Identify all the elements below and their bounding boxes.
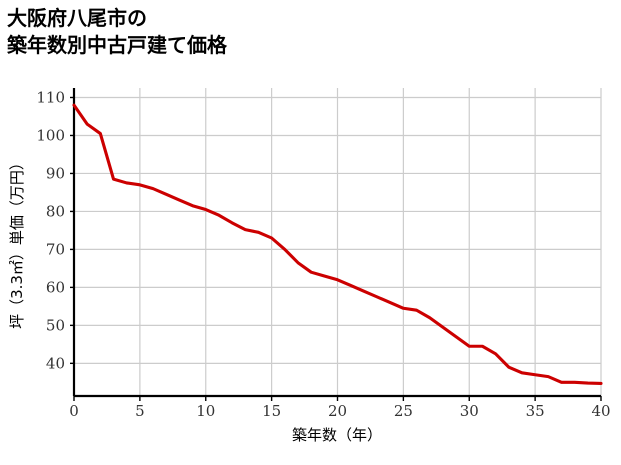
y-tick-label: 50 [46, 316, 65, 334]
y-tick-label: 110 [36, 88, 65, 106]
y-axis-tick-labels: 40 50 60 70 80 90 100 110 [36, 88, 65, 372]
x-axis-tick-labels: 0 5 10 15 20 25 30 35 40 [69, 402, 610, 420]
x-tick-label: 0 [69, 402, 79, 420]
x-axis-title: 築年数（年） [292, 426, 382, 444]
x-tick-label: 40 [591, 402, 610, 420]
x-tick-label: 25 [394, 402, 413, 420]
price-trend-line [72, 103, 603, 386]
x-tick-label: 20 [328, 402, 347, 420]
x-tick-label: 35 [526, 402, 545, 420]
chart-title: 大阪府八尾市の 築年数別中古戸建て価格 [7, 6, 607, 60]
y-tick-label: 80 [46, 202, 65, 220]
x-tick-label: 15 [262, 402, 281, 420]
y-tick-label: 60 [46, 278, 65, 296]
x-gridlines [139, 88, 602, 396]
x-tick-label: 5 [135, 402, 145, 420]
chart-title-line-1: 大阪府八尾市の [7, 8, 147, 30]
y-tick-label: 40 [46, 354, 65, 372]
x-tick-label: 30 [460, 402, 479, 420]
x-tick-label: 10 [196, 402, 215, 420]
y-tick-label: 100 [36, 126, 65, 144]
chart-title-line-2: 築年数別中古戸建て価格 [7, 35, 227, 57]
y-tick-label: 70 [46, 240, 65, 258]
y-tick-label: 90 [46, 164, 65, 182]
y-axis-title: 坪（3.3㎡）単価（万円） [8, 155, 26, 329]
